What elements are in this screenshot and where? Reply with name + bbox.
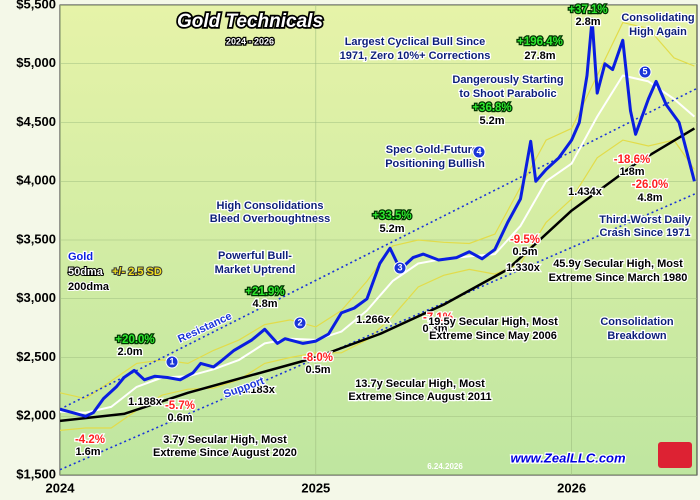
- annotation: 45.9y Secular High, Most: [553, 258, 683, 270]
- annotation: Consolidating: [621, 12, 694, 24]
- annotation: 1.434x: [568, 186, 603, 198]
- annotation: 1.183x: [241, 384, 276, 396]
- annotation: 1.266x: [356, 314, 391, 326]
- annotation: +36.8%: [472, 102, 511, 114]
- annotation: 4.8m: [637, 192, 662, 204]
- annotation: Breakdown: [607, 330, 667, 342]
- annotation: +196.4%: [517, 36, 563, 48]
- annotation: 2.0m: [117, 346, 142, 358]
- annotation: 4: [476, 146, 481, 156]
- annotation: 5: [642, 66, 647, 76]
- annotation: 1: [169, 356, 174, 366]
- annotation: 1971, Zero 10%+ Corrections: [340, 50, 491, 62]
- annotation: -8.0%: [303, 352, 333, 364]
- source-label: www.ZealLLC.com: [510, 450, 626, 465]
- annotation: 19.5y Secular High, Most: [428, 316, 558, 328]
- annotation: Market Uptrend: [215, 264, 296, 276]
- legend-gold: Gold: [68, 251, 93, 263]
- annotation: Powerful Bull-: [218, 250, 292, 262]
- number-badge: [293, 316, 307, 330]
- x-tick-label: 2025: [301, 480, 330, 495]
- annotation: High Consolidations: [217, 200, 324, 212]
- annotation: 0.6m: [167, 412, 192, 424]
- y-tick-label: $4,500: [16, 114, 56, 129]
- annotation: 0.5m: [512, 246, 537, 258]
- x-tick-label: 2026: [557, 480, 586, 495]
- annotation: 1.330x: [506, 262, 541, 274]
- annotation: -7.1%: [423, 312, 453, 324]
- chart-subtitle: 2024 - 2026: [226, 36, 274, 46]
- number-badge: [638, 65, 652, 79]
- y-tick-label: $5,500: [16, 0, 56, 11]
- annotation: 4.8m: [252, 298, 277, 310]
- annotation: Extreme Since May 2006: [429, 330, 557, 342]
- band-lower: [60, 139, 695, 431]
- annotation: +20.0%: [115, 334, 154, 346]
- y-tick-label: $3,000: [16, 290, 56, 305]
- annotation: -5.7%: [165, 400, 195, 412]
- annotation: 27.8m: [524, 50, 555, 62]
- annotation: Extreme Since August 2011: [348, 391, 491, 403]
- series-line: [60, 127, 696, 423]
- number-badge: [165, 355, 179, 369]
- annotation: -9.5%: [510, 234, 540, 246]
- annotation: +37.1%: [568, 4, 607, 16]
- logo: [658, 442, 692, 468]
- annotation: High Again: [629, 26, 687, 38]
- series-line: [60, 87, 697, 410]
- y-tick-label: $4,000: [16, 173, 56, 188]
- annotation: -4.2%: [75, 434, 105, 446]
- annotation: 1.188x: [128, 396, 163, 408]
- y-tick-label: $2,500: [16, 349, 56, 364]
- annotation: 1.6m: [75, 446, 100, 458]
- annotation: 0.3m: [422, 323, 447, 335]
- chart-title: Gold Technicals: [177, 11, 323, 32]
- annotation: Extreme Since August 2020: [153, 447, 297, 459]
- annotation: 1.8m: [619, 166, 644, 178]
- annotation: 2.8m: [575, 16, 600, 28]
- y-tick-label: $2,000: [16, 408, 56, 423]
- annotation: 3.7y Secular High, Most: [163, 434, 287, 446]
- annotation: Spec Gold-Futures: [386, 144, 484, 156]
- annotation: 3: [397, 262, 402, 272]
- annotation: Third-Worst Daily: [599, 214, 691, 226]
- date-label: 6.24.2026: [427, 462, 463, 471]
- y-tick-label: $1,500: [16, 466, 56, 481]
- x-tick-label: 2024: [46, 480, 76, 495]
- y-tick-label: $5,000: [16, 55, 56, 70]
- annotation: Consolidation: [600, 316, 674, 328]
- annotation: 13.7y Secular High, Most: [355, 378, 485, 390]
- annotation: 5.2m: [479, 115, 504, 127]
- annotation: 0.5m: [305, 364, 330, 376]
- legend-bands: +/- 2.5 SD: [112, 266, 162, 278]
- number-badge: [393, 261, 407, 275]
- annotation: to Shoot Parabolic: [459, 88, 556, 100]
- y-tick-label: $3,500: [16, 231, 56, 246]
- legend-200dma: 200dma: [68, 281, 110, 293]
- annotation: -18.6%: [614, 154, 650, 166]
- annotation: +33.5%: [372, 210, 411, 222]
- legend-50dma: 50dma: [68, 266, 104, 278]
- annotation: Crash Since 1971: [599, 227, 690, 239]
- number-badge: [472, 145, 486, 159]
- annotation: Extreme Since March 1980: [549, 272, 688, 284]
- annotation: Positioning Bullish: [385, 158, 485, 170]
- annotation: Dangerously Starting: [452, 74, 563, 86]
- annotation: 2: [297, 317, 302, 327]
- annotation: Largest Cyclical Bull Since: [345, 36, 486, 48]
- annotation: +21.9%: [245, 286, 284, 298]
- series-line: [60, 192, 697, 471]
- annotation: Bleed Overboughtness: [210, 213, 330, 225]
- annotation: -26.0%: [632, 179, 668, 191]
- annotation: 5.2m: [379, 223, 404, 235]
